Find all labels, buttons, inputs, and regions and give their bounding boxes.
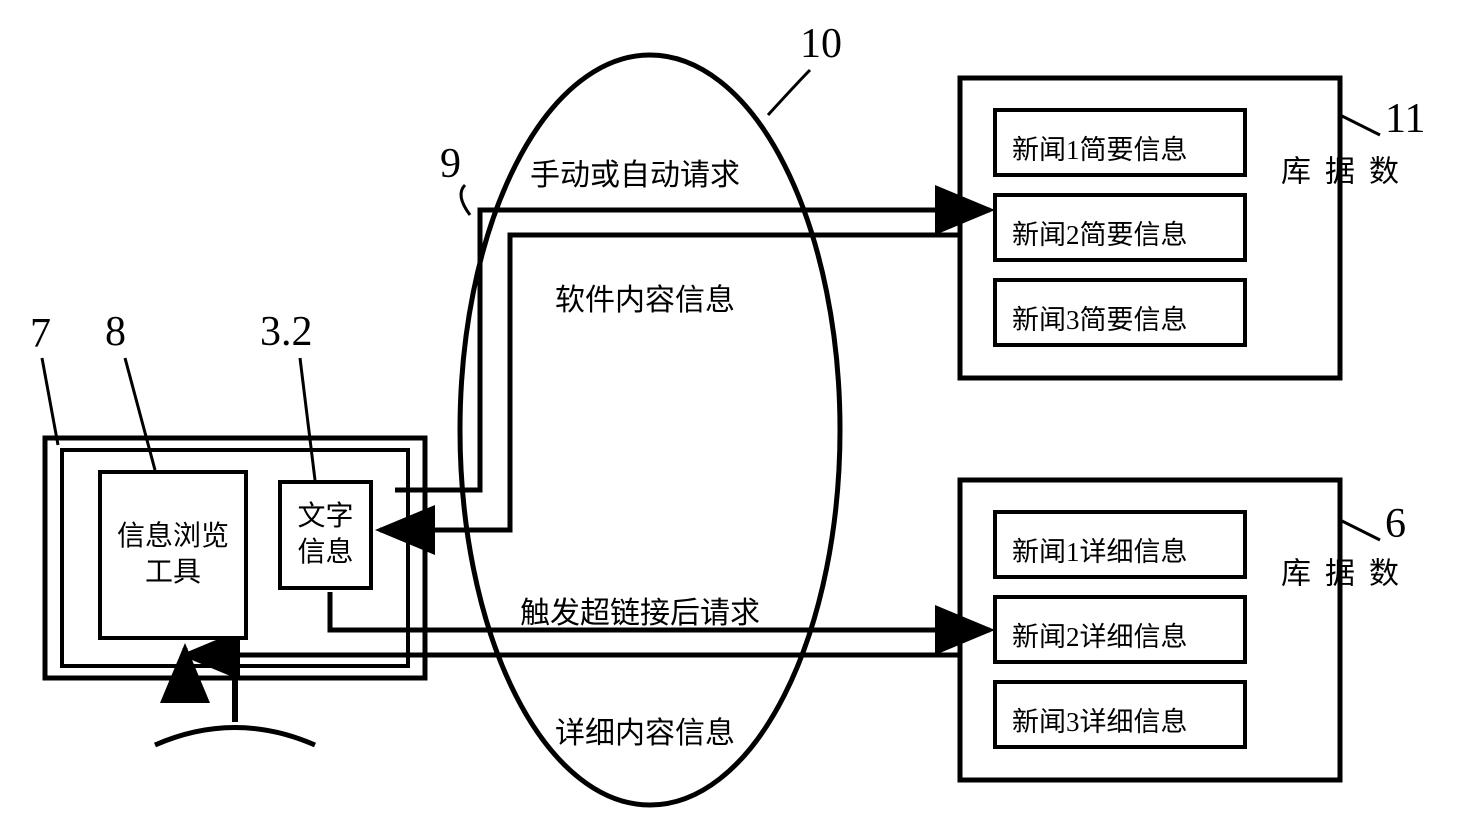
ref-10: 10 — [800, 20, 842, 68]
detail-item-1: 新闻1详细信息 — [1012, 530, 1188, 569]
detail-item-2: 新闻2详细信息 — [1012, 615, 1188, 654]
system-diagram: 7 8 3.2 9 10 11 6 信息浏览工具 文字信息 新闻1简要信息 新闻… — [0, 0, 1479, 822]
ref-6: 6 — [1385, 500, 1406, 548]
brief-item-2: 新闻2简要信息 — [1012, 213, 1188, 252]
db-detail-label: 数据库 — [1270, 557, 1402, 595]
ref-7: 7 — [30, 310, 51, 358]
brief-item-1: 新闻1简要信息 — [1012, 128, 1188, 167]
detail-item-3: 新闻3详细信息 — [1012, 700, 1188, 739]
text-info-label: 文字信息 — [293, 495, 357, 576]
browser-tool-label: 信息浏览工具 — [113, 515, 233, 596]
db-brief-label: 数据库 — [1270, 155, 1402, 193]
ref-11: 11 — [1385, 95, 1425, 143]
text-info-box: 文字信息 — [278, 480, 373, 590]
edge-software-content: 软件内容信息 — [555, 275, 735, 319]
edge-detail-content: 详细内容信息 — [555, 708, 735, 752]
ref-9: 9 — [440, 140, 461, 188]
diagram-svg — [0, 0, 1479, 822]
ref-8: 8 — [105, 308, 126, 356]
ref-3-2: 3.2 — [260, 308, 313, 356]
brief-item-3: 新闻3简要信息 — [1012, 298, 1188, 337]
edge-manual-request: 手动或自动请求 — [530, 150, 740, 194]
browser-tool-box: 信息浏览工具 — [98, 470, 248, 640]
edge-trigger-link: 触发超链接后请求 — [520, 588, 760, 632]
